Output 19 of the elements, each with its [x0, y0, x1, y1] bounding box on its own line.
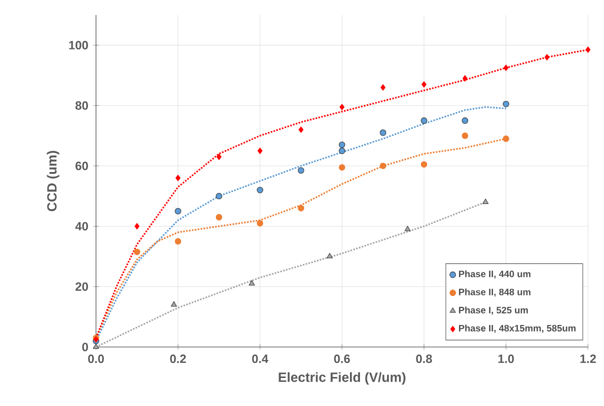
x-axis-title: Electric Field (V/um): [278, 372, 406, 385]
y-axis-title: CCD (um): [46, 150, 60, 212]
x-tick-label: 1.2: [580, 354, 596, 363]
legend-label: Phase II, 48x15mm, 585um: [459, 324, 576, 333]
legend-label: Phase II, 440 um: [459, 270, 530, 279]
y-tick-label: 80: [75, 101, 88, 110]
y-tick-label: 100: [69, 40, 88, 50]
legend-label: Phase II, 848 um: [459, 288, 530, 297]
x-tick-label: 0.6: [334, 354, 350, 364]
y-tick-label: 0: [82, 342, 88, 352]
y-tick-label: 40: [75, 222, 88, 231]
x-tick-label: 0.4: [252, 354, 268, 364]
legend-label: Phase I, 525 um: [459, 306, 528, 315]
x-tick-label: 0.2: [170, 354, 186, 364]
x-tick-label: 1.0: [498, 354, 514, 364]
y-tick-label: 20: [76, 282, 88, 291]
x-tick-label: 0.0: [88, 354, 104, 364]
y-tick-label: 60: [76, 162, 88, 170]
x-tick-label: 0.8: [416, 354, 432, 364]
